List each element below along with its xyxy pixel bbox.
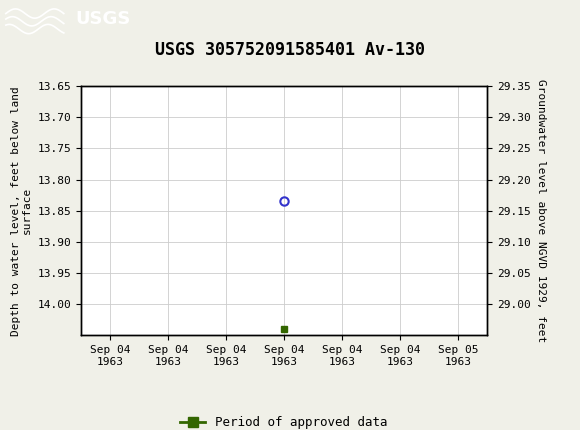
Text: USGS: USGS [75,10,130,28]
Text: USGS 305752091585401 Av-130: USGS 305752091585401 Av-130 [155,41,425,59]
Legend: Period of approved data: Period of approved data [175,411,393,430]
Y-axis label: Depth to water level, feet below land
surface: Depth to water level, feet below land su… [10,86,32,335]
Y-axis label: Groundwater level above NGVD 1929, feet: Groundwater level above NGVD 1929, feet [536,79,546,342]
